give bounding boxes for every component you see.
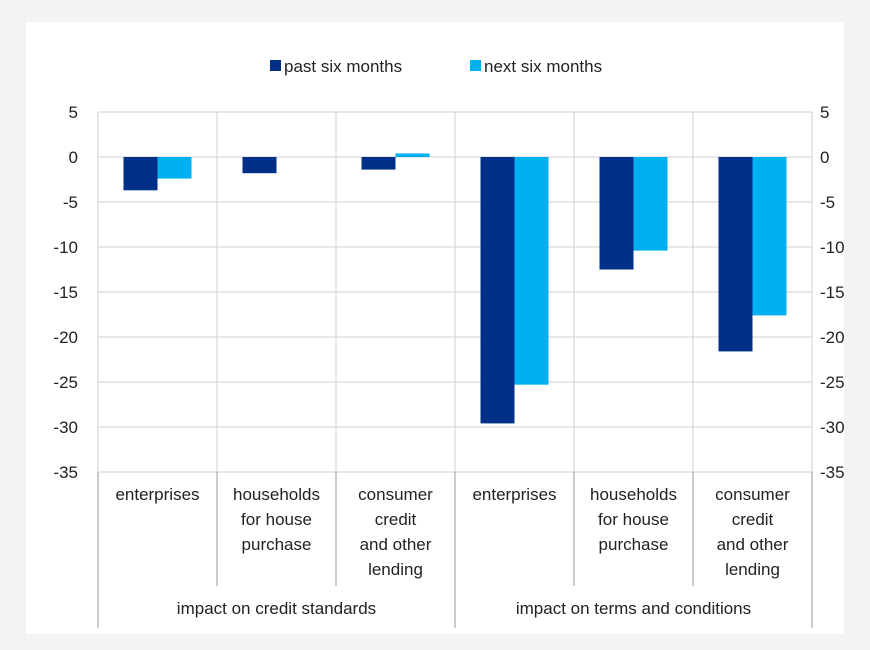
y-tick-left-2: -5	[63, 193, 78, 212]
y-tick-left-7: -30	[53, 418, 78, 437]
category-label-3-0: enterprises	[472, 485, 556, 504]
bar-past-2	[361, 157, 396, 170]
legend-label-0: past six months	[284, 57, 402, 76]
bar-next-5	[752, 157, 787, 316]
category-label-2-2: and other	[360, 535, 432, 554]
category-label-2-3: lending	[368, 560, 423, 579]
chart-panel	[26, 22, 844, 634]
y-tick-left-4: -15	[53, 283, 78, 302]
y-tick-right-6: -25	[820, 373, 845, 392]
bar-past-3	[480, 157, 515, 424]
bar-past-5	[718, 157, 753, 352]
legend-label-1: next six months	[484, 57, 602, 76]
legend-swatch-0	[270, 60, 281, 71]
group-label-1: impact on terms and conditions	[516, 599, 751, 618]
y-tick-right-5: -20	[820, 328, 845, 347]
y-tick-right-4: -15	[820, 283, 845, 302]
y-tick-left-0: 5	[69, 103, 78, 122]
bar-next-3	[514, 157, 549, 385]
category-label-2-1: credit	[375, 510, 417, 529]
bar-next-4	[633, 157, 668, 251]
category-label-5-3: lending	[725, 560, 780, 579]
y-tick-right-3: -10	[820, 238, 845, 257]
bar-past-1	[242, 157, 277, 174]
y-tick-right-8: -35	[820, 463, 845, 482]
category-label-5-0: consumer	[715, 485, 790, 504]
y-tick-left-5: -20	[53, 328, 78, 347]
category-label-4-0: households	[590, 485, 677, 504]
category-label-0-0: enterprises	[115, 485, 199, 504]
legend-swatch-1	[470, 60, 481, 71]
category-label-1-2: purchase	[242, 535, 312, 554]
category-label-5-2: and other	[717, 535, 789, 554]
category-label-4-2: purchase	[599, 535, 669, 554]
y-tick-left-1: 0	[69, 148, 78, 167]
category-label-5-1: credit	[732, 510, 774, 529]
category-label-2-0: consumer	[358, 485, 433, 504]
bar-next-0	[157, 157, 192, 179]
bar-past-0	[123, 157, 158, 191]
category-label-4-1: for house	[598, 510, 669, 529]
y-tick-right-7: -30	[820, 418, 845, 437]
y-tick-right-0: 5	[820, 103, 829, 122]
y-tick-left-3: -10	[53, 238, 78, 257]
bar-past-4	[599, 157, 634, 270]
category-label-1-1: for house	[241, 510, 312, 529]
y-tick-right-1: 0	[820, 148, 829, 167]
y-tick-left-6: -25	[53, 373, 78, 392]
y-tick-right-2: -5	[820, 193, 835, 212]
y-tick-left-8: -35	[53, 463, 78, 482]
category-label-1-0: households	[233, 485, 320, 504]
bar-next-2	[395, 153, 430, 157]
group-label-0: impact on credit standards	[177, 599, 376, 618]
